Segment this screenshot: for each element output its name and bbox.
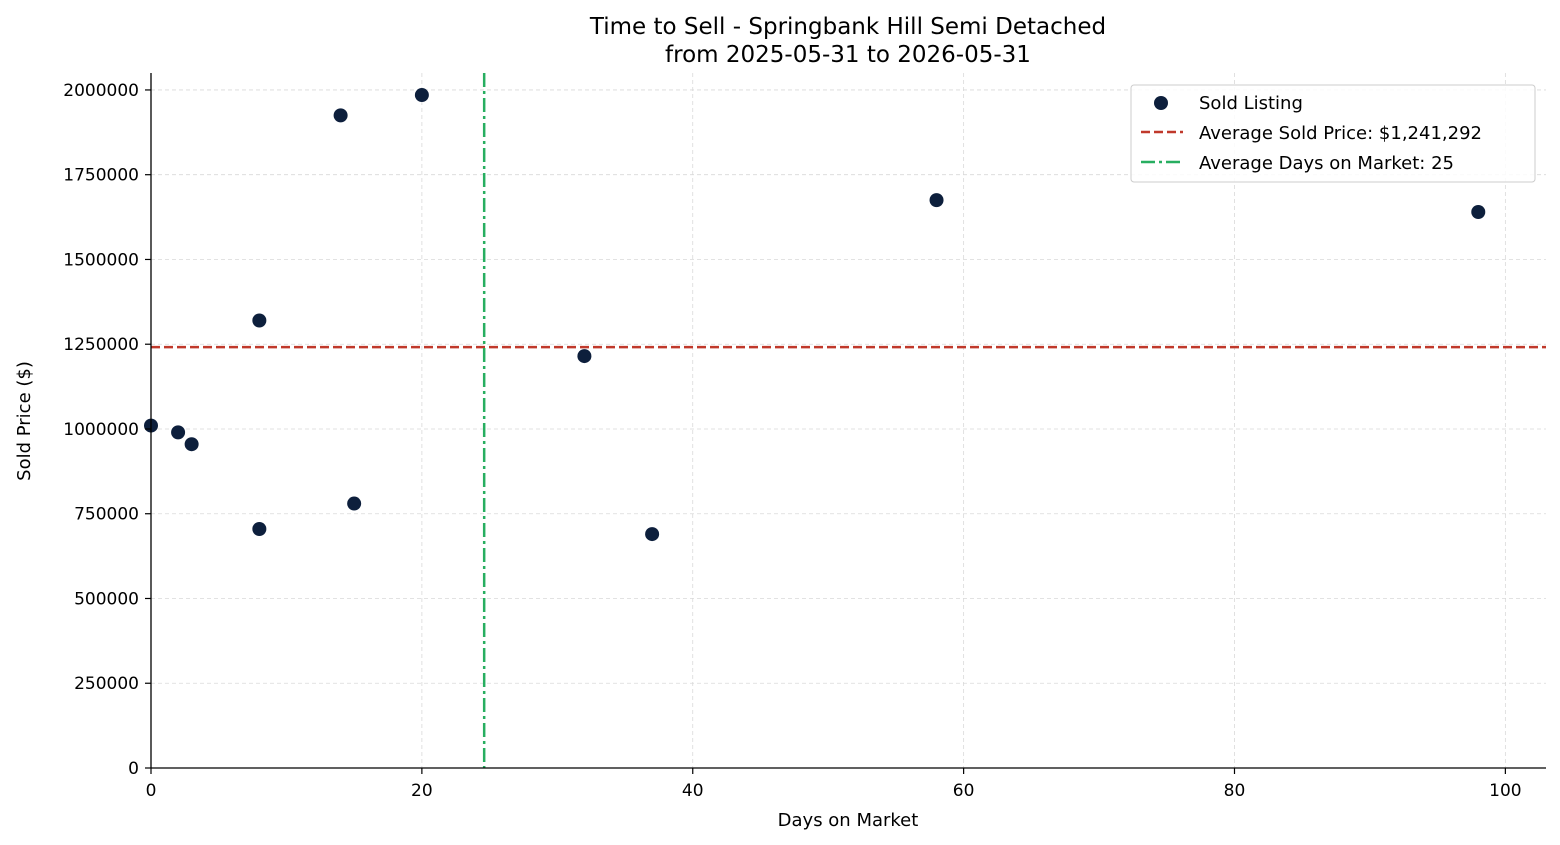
x-tick-label: 40	[682, 781, 704, 801]
y-tick-label: 500000	[74, 589, 139, 609]
data-point	[333, 108, 348, 123]
y-tick-label: 1000000	[63, 420, 139, 440]
legend-box	[1130, 84, 1536, 183]
data-point	[171, 425, 186, 440]
data-point	[1471, 205, 1486, 219]
legend-label-sold-listing: Sold Listing	[1199, 93, 1303, 114]
reference-lines	[151, 73, 1546, 768]
data-point	[252, 313, 267, 328]
data-point	[577, 349, 592, 364]
data-point	[414, 88, 429, 103]
data-point	[645, 527, 660, 542]
y-tick-label: 1750000	[63, 166, 139, 186]
data-point	[252, 521, 267, 536]
legend-marker-sold-listing	[1154, 96, 1168, 110]
y-axis-label: Sold Price ($)	[14, 361, 35, 481]
y-tick-label: 2000000	[63, 81, 139, 101]
x-tick-label: 0	[146, 781, 157, 801]
legend-label-average-days: Average Days on Market: 25	[1199, 153, 1454, 174]
x-tick-label: 100	[1489, 781, 1521, 801]
data-point	[184, 437, 199, 452]
y-tick-label: 250000	[74, 674, 139, 694]
y-tick-label: 1250000	[63, 335, 139, 355]
legend: Sold Listing Average Sold Price: $1,241,…	[1130, 84, 1536, 183]
data-points	[144, 88, 1486, 542]
x-axis-ticks: 0 20 40 60 80 100	[146, 768, 1522, 801]
chart-title: Time to Sell - Springbank Hill Semi Deta…	[589, 14, 1106, 40]
y-tick-label: 750000	[74, 505, 139, 525]
y-tick-label: 0	[128, 759, 139, 779]
x-tick-label: 60	[953, 781, 975, 801]
legend-label-average-price: Average Sold Price: $1,241,292	[1199, 123, 1482, 144]
y-axis-ticks: 0 250000 500000 750000 1000000 1250000 1500000…	[63, 81, 151, 779]
y-tick-label: 1500000	[63, 250, 139, 270]
chart-subtitle: from 2025-05-31 to 2026-05-31	[665, 42, 1031, 68]
data-point	[929, 193, 944, 208]
x-tick-label: 80	[1224, 781, 1246, 801]
x-axis-label: Days on Market	[778, 810, 919, 831]
data-point	[347, 496, 362, 511]
x-tick-label: 20	[411, 781, 433, 801]
